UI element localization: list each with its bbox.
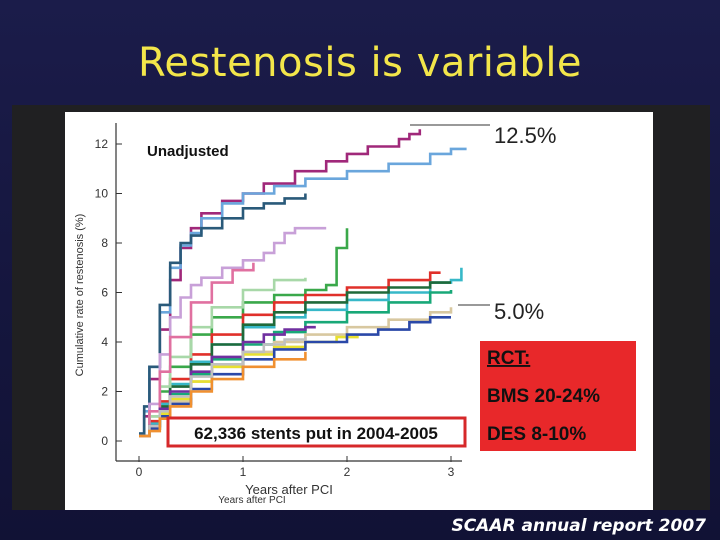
rct-bms: BMS 20-24% xyxy=(487,386,600,407)
x-tick-label: 1 xyxy=(240,465,247,479)
series-line-3 xyxy=(139,193,307,435)
y-axis-label: Cumulative rate of restenosis (%) xyxy=(74,214,86,377)
stents-note-box xyxy=(166,416,467,448)
y-ticks: 0 2 4 6 8 10 12 xyxy=(95,137,122,448)
x-axis-label-secondary: Years after PCI xyxy=(218,495,285,506)
y-tick-label: 6 xyxy=(101,286,108,300)
slide-title: Restenosis is variable xyxy=(137,40,583,86)
bottom-value-label: 5.0% xyxy=(494,299,544,324)
y-tick-label: 4 xyxy=(101,335,108,349)
y-tick-label: 12 xyxy=(95,137,109,151)
x-axis-label: Years after PCI xyxy=(245,482,333,497)
x-tick-label: 3 xyxy=(448,465,455,479)
x-tick-label: 0 xyxy=(136,465,143,479)
series-line-17 xyxy=(139,351,307,438)
stents-note: 62,336 stents put in 2004-2005 xyxy=(194,424,438,443)
rct-title: RCT: xyxy=(487,348,530,369)
series-group xyxy=(139,129,467,438)
chart-subtitle: Unadjusted xyxy=(147,143,229,160)
y-tick-label: 10 xyxy=(95,187,109,201)
y-tick-label: 0 xyxy=(101,434,108,448)
footer-caption: SCAAR annual report 2007 xyxy=(451,516,706,536)
rct-des: DES 8-10% xyxy=(487,424,586,445)
x-tick-label: 2 xyxy=(344,465,351,479)
rct-box xyxy=(480,341,636,451)
series-line-15 xyxy=(139,316,451,438)
y-tick-label: 8 xyxy=(101,236,108,250)
series-line-10 xyxy=(139,262,255,438)
x-ticks: 0 1 2 3 xyxy=(136,456,455,479)
series-line-4 xyxy=(139,226,327,438)
y-tick-label: 2 xyxy=(101,385,108,399)
top-value-label: 12.5% xyxy=(494,123,556,148)
